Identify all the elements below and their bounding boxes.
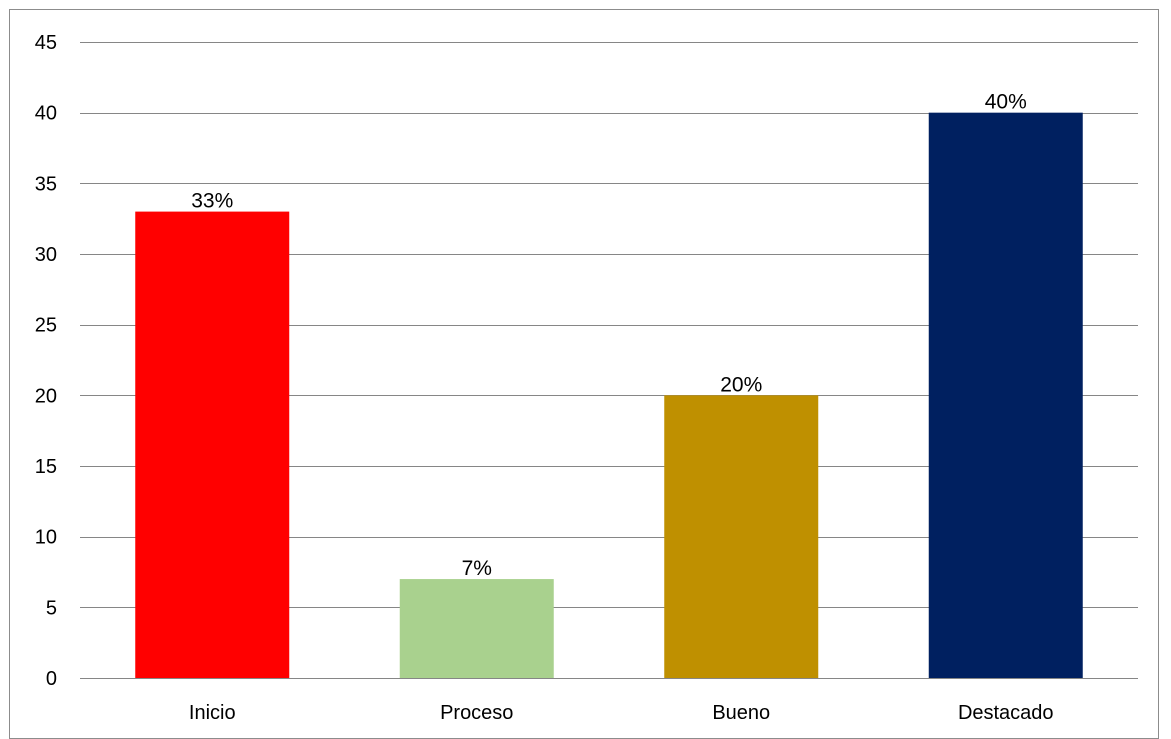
bar-bueno bbox=[664, 395, 819, 678]
x-tick-label-proceso: Proceso bbox=[440, 702, 513, 724]
data-label-bueno: 20% bbox=[720, 373, 762, 396]
y-tick-label: 5 bbox=[46, 597, 57, 619]
y-tick-label: 15 bbox=[35, 456, 57, 478]
y-tick-label: 0 bbox=[46, 668, 57, 690]
x-tick-label-destacado: Destacado bbox=[958, 702, 1054, 724]
x-axis-tick-labels: Inicio Proceso Bueno Destacado bbox=[189, 702, 1054, 724]
y-tick-label: 10 bbox=[35, 527, 57, 549]
y-axis-tick-labels: 0 5 10 15 20 25 30 35 40 45 bbox=[35, 32, 57, 690]
x-tick-label-bueno: Bueno bbox=[712, 702, 770, 724]
x-tick-label-inicio: Inicio bbox=[189, 702, 236, 724]
y-tick-label: 40 bbox=[35, 103, 57, 125]
data-labels: 33% 7% 20% 40% bbox=[191, 91, 1027, 580]
bars bbox=[135, 112, 1083, 678]
y-tick-label: 30 bbox=[35, 244, 57, 266]
data-label-proceso: 7% bbox=[462, 557, 492, 580]
y-tick-label: 45 bbox=[35, 32, 57, 54]
y-tick-label: 35 bbox=[35, 173, 57, 195]
y-tick-label: 20 bbox=[35, 385, 57, 407]
bar-inicio bbox=[135, 211, 290, 678]
data-label-destacado: 40% bbox=[985, 91, 1027, 114]
bar-destacado bbox=[928, 112, 1083, 678]
bar-proceso bbox=[399, 579, 554, 678]
data-label-inicio: 33% bbox=[191, 190, 233, 213]
y-tick-label: 25 bbox=[35, 315, 57, 337]
